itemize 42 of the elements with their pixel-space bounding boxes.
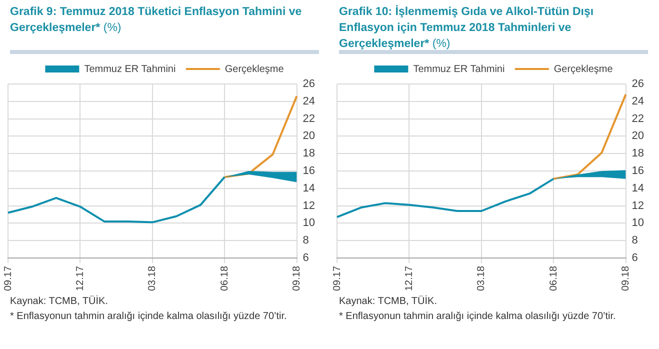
y-tick-label: 8 — [302, 234, 309, 247]
y-tick-label: 16 — [302, 165, 316, 178]
y-tick-label: 8 — [632, 234, 638, 247]
legend-label: Temmuz ER Tahmini — [413, 64, 505, 75]
legend-label: Gerçekleşme — [224, 64, 284, 75]
text: * Enflasyonun tahmin aralığı içinde kalma olasılığı yüzde 70’tir. — [339, 310, 617, 324]
text: * Enflasyonun tahmin aralığı içinde kalma olasılığı yüzde 70’tir. — [10, 310, 288, 324]
text: Kaynak: TCMB, TÜİK. — [10, 294, 109, 309]
y-tick-label: 20 — [302, 130, 316, 142]
legend-label: Temmuz ER Tahmini — [84, 64, 176, 75]
x-tick-label: 09.17 — [2, 266, 14, 292]
legend-label: Gerçekleşme — [554, 64, 614, 75]
y-tick-label: 12 — [632, 200, 644, 212]
x-tick-label: 09.18 — [620, 266, 632, 292]
y-tick-label: 18 — [632, 148, 644, 160]
y-tick-label: 22 — [302, 112, 316, 125]
y-tick-label: 26 — [632, 78, 644, 90]
y-tick-label: 6 — [302, 252, 309, 264]
y-tick-label: 10 — [632, 217, 644, 230]
y-tick-label: 14 — [632, 182, 644, 194]
x-tick-label: 09.17 — [332, 266, 343, 292]
y-tick-label: 26 — [302, 78, 316, 90]
y-tick-label: 14 — [302, 182, 316, 194]
text: Kaynak: TCMB, TÜİK. — [339, 294, 438, 309]
y-tick-label: 10 — [302, 217, 316, 230]
x-tick-label: 06.18 — [548, 266, 560, 292]
y-tick-label: 24 — [632, 95, 644, 108]
y-axis-title: (%) — [103, 22, 122, 34]
y-axis-title: (%) — [432, 38, 450, 50]
x-tick-label: 12.17 — [74, 266, 86, 292]
x-tick-label: 12.17 — [404, 266, 415, 292]
y-tick-label: 6 — [632, 252, 638, 264]
y-tick-label: 20 — [632, 130, 644, 142]
y-tick-label: 24 — [302, 95, 316, 108]
y-tick-label: 18 — [302, 148, 316, 160]
x-tick-label: 06.18 — [219, 266, 230, 292]
x-tick-label: 03.18 — [147, 266, 158, 292]
y-tick-label: 12 — [302, 200, 316, 212]
x-tick-label: 09.18 — [292, 266, 303, 292]
y-tick-label: 16 — [632, 165, 644, 178]
x-tick-label: 03.18 — [476, 266, 488, 292]
y-tick-label: 22 — [632, 112, 644, 125]
